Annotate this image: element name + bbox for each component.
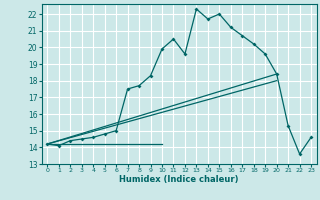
X-axis label: Humidex (Indice chaleur): Humidex (Indice chaleur): [119, 175, 239, 184]
